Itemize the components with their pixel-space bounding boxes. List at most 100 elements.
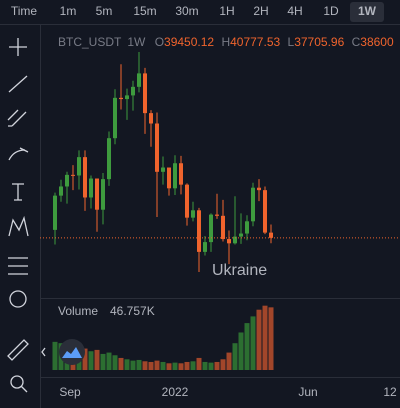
candle-body [137,73,141,87]
volume-bar [106,352,112,370]
volume-bar [256,309,262,370]
volume-bar [196,357,202,370]
candle-body [173,163,177,189]
volume-bar [178,363,184,370]
candle-body [83,157,87,198]
candle-body [167,167,171,189]
volume-bar [160,361,166,370]
measure-tool[interactable] [8,257,28,275]
fib-tool[interactable] [7,109,27,127]
close-value: 38600 [360,35,394,49]
low-value: 37705.96 [294,35,344,49]
logo[interactable] [59,339,85,365]
annotation: Ukraine [212,262,267,279]
volume-bar [124,359,130,370]
candle-body [245,221,249,234]
volume-bar [268,307,274,370]
candle-body [95,178,99,210]
collapse-arrow[interactable] [41,347,46,357]
low-label: L [288,35,295,49]
interval-button[interactable]: 4H [287,4,302,18]
volume-bar [142,361,148,370]
zoom-tool[interactable] [10,375,24,389]
candle-body [251,187,255,222]
candle-body [59,186,63,196]
x-axis-label: 12 [383,385,397,399]
volume-bar [172,362,178,370]
candle-body [65,174,69,187]
candle-body [221,215,225,240]
volume-bar [250,316,256,370]
volume-bar [112,355,118,370]
interval-button[interactable]: 5m [96,4,113,18]
brush-tool[interactable] [8,147,29,161]
x-axis-label: Jun [298,385,317,399]
symbol: BTC_USDT [58,35,122,49]
candle-body [263,190,267,233]
candle-body [53,195,57,230]
interval-button[interactable]: 1W [358,4,377,18]
toolbar: Time 1m 5m 15m 30m 1H 2H 4H 1D 1W [11,2,384,22]
text-tool[interactable] [12,183,24,201]
crosshair-tool[interactable] [9,38,27,56]
candle-body [161,167,165,172]
trend-line-tool[interactable] [8,75,28,93]
volume-bar [214,361,220,370]
interval-button[interactable]: 2H [253,4,268,18]
volume-bar [202,361,208,370]
open-label: O [155,35,164,49]
x-axis-label: Sep [59,385,81,399]
candle-body [215,214,219,216]
volume-bar [100,353,106,370]
volume-bar [184,361,190,370]
candle-body [71,174,75,176]
volume-bar [118,357,124,370]
interval-button[interactable]: 15m [133,4,156,18]
volume-bar [154,360,160,370]
volume-bar [130,360,136,370]
logo-mark [62,347,82,358]
x-axis-label: 2022 [162,385,189,399]
candle-body [257,187,261,191]
volume-bar [220,359,226,370]
candle-body [119,97,123,100]
volume-bar [244,323,250,370]
volume-bar [148,361,154,370]
interval-button[interactable]: 30m [175,4,198,18]
volume-bar [232,343,238,370]
candle-body [107,138,111,180]
emoji-tool[interactable] [9,290,27,308]
volume-bar [166,363,172,370]
high-value: 40777.53 [230,35,280,49]
candle-body [227,239,231,244]
volume-bar [262,305,268,370]
ruler-tool[interactable] [7,339,29,361]
candle-body [113,97,117,139]
candle-body [239,233,243,237]
pattern-tool[interactable] [8,215,29,237]
interval-button[interactable]: 1H [219,4,234,18]
volume-bar [190,361,196,370]
interval-button[interactable]: 1m [60,4,77,18]
candle-body [125,95,129,100]
candle-body [233,236,237,244]
candle-body [185,184,189,218]
plot [40,52,400,370]
candle-body [89,178,93,198]
candle-body [197,210,201,252]
candle-body [203,242,207,252]
candle-body [131,86,135,96]
legend: BTC_USDT 1W O39450.12 H40777.53 L37705.96… [58,35,394,49]
close-label: C [352,35,361,49]
candle-body [143,73,147,114]
candle-body [101,179,105,210]
volume-value: 46.757K [110,304,155,318]
volume-bar [52,341,58,370]
interval-button[interactable]: 1D [323,4,339,18]
interval-button[interactable]: Time [11,4,38,18]
tool-icons [7,38,46,393]
candle-body [77,157,81,176]
active-interval-bg [350,2,384,22]
